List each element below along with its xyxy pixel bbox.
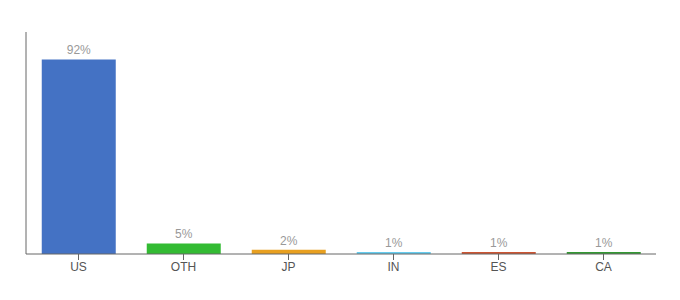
svg-text:JP: JP <box>281 260 295 274</box>
svg-text:ES: ES <box>490 260 506 274</box>
svg-text:2%: 2% <box>280 234 298 248</box>
svg-text:OTH: OTH <box>171 260 196 274</box>
svg-text:CA: CA <box>595 260 612 274</box>
svg-text:1%: 1% <box>385 236 403 250</box>
svg-text:US: US <box>70 260 87 274</box>
svg-text:IN: IN <box>388 260 400 274</box>
svg-text:1%: 1% <box>595 236 613 250</box>
svg-text:92%: 92% <box>67 43 91 57</box>
svg-text:1%: 1% <box>490 236 508 250</box>
svg-text:5%: 5% <box>175 227 193 241</box>
